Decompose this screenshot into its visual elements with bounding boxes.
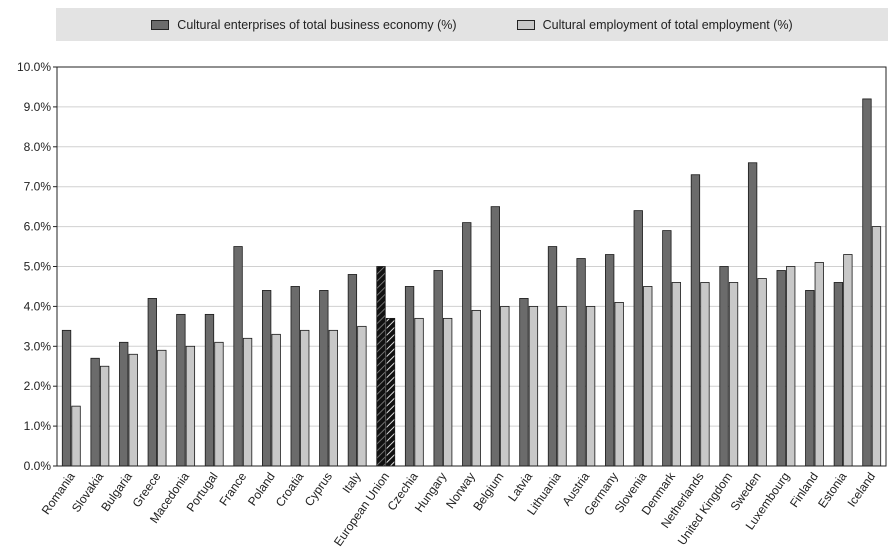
bar-enterprises-slovenia bbox=[633, 210, 643, 467]
plot-frame bbox=[56, 66, 887, 467]
bar-employment-france bbox=[242, 337, 253, 467]
x-tick-label: European Union bbox=[331, 470, 392, 549]
bar-enterprises-greece bbox=[147, 298, 157, 467]
bar-employment-czechia bbox=[414, 317, 424, 467]
bar-enterprises-estonia bbox=[833, 282, 844, 467]
y-tick-label: 10.0% bbox=[17, 60, 51, 74]
bar-employment-sweden bbox=[757, 278, 767, 467]
bar-employment-luxembourg bbox=[786, 266, 796, 467]
y-tick-label: 8.0% bbox=[24, 140, 52, 154]
legend-label-enterprises: Cultural enterprises of total business e… bbox=[177, 17, 457, 32]
bar-employment-austria bbox=[585, 305, 596, 467]
bars bbox=[61, 98, 882, 467]
bar-enterprises-germany bbox=[605, 254, 615, 467]
bar-enterprises-bulgaria bbox=[119, 341, 129, 467]
bar-enterprises-norway bbox=[462, 222, 472, 467]
y-tick-label: 0.0% bbox=[24, 459, 52, 473]
bar-employment-cyprus bbox=[328, 329, 338, 467]
bar-enterprises-lithuania bbox=[547, 246, 558, 467]
bar-employment-slovakia bbox=[99, 365, 110, 467]
legend: Cultural enterprises of total business e… bbox=[56, 8, 888, 41]
bar-employment-norway bbox=[471, 309, 481, 467]
x-tick-label: Cyprus bbox=[302, 470, 335, 509]
legend-swatch-employment bbox=[516, 19, 535, 30]
y-tick-label: 7.0% bbox=[24, 180, 52, 194]
bar-enterprises-romania bbox=[61, 329, 72, 467]
bar-enterprises-latvia bbox=[519, 298, 529, 467]
bar-employment-belgium bbox=[500, 305, 510, 467]
legend-swatch-enterprises bbox=[151, 19, 170, 30]
bar-enterprises-denmark bbox=[662, 230, 672, 467]
bar-enterprises-italy bbox=[347, 274, 358, 467]
bar-employment-lithuania bbox=[557, 305, 567, 467]
bar-employment-finland bbox=[814, 262, 824, 467]
bar-employment-macedonia bbox=[185, 345, 196, 467]
bar-employment-greece bbox=[157, 349, 167, 467]
y-tick-label: 2.0% bbox=[24, 379, 52, 393]
bar-employment-bulgaria bbox=[128, 353, 138, 467]
bar-employment-slovenia bbox=[643, 286, 653, 467]
bar-enterprises-macedonia bbox=[176, 313, 186, 467]
bar-enterprises-france bbox=[233, 246, 243, 467]
x-tick-labels: RomaniaSlovakiaBulgariaGreeceMacedoniaPo… bbox=[39, 469, 878, 549]
x-tick-label: Italy bbox=[340, 470, 364, 496]
y-tick-label: 9.0% bbox=[24, 100, 52, 114]
bar-enterprises-iceland bbox=[862, 98, 872, 467]
bar-employment-european-union bbox=[385, 317, 396, 467]
legend-item-employment: Cultural employment of total employment … bbox=[516, 17, 793, 32]
bar-enterprises-netherlands bbox=[690, 174, 701, 467]
bar-enterprises-poland bbox=[261, 290, 272, 467]
bar-employment-croatia bbox=[300, 329, 310, 467]
bar-enterprises-slovakia bbox=[90, 357, 100, 467]
bar-enterprises-finland bbox=[805, 290, 815, 467]
bar-employment-germany bbox=[614, 302, 624, 467]
bar-enterprises-luxembourg bbox=[776, 270, 786, 467]
bar-employment-iceland bbox=[871, 226, 882, 467]
y-tick-label: 4.0% bbox=[24, 299, 52, 313]
bar-enterprises-hungary bbox=[433, 270, 443, 467]
bar-employment-italy bbox=[357, 325, 367, 467]
bar-enterprises-austria bbox=[576, 258, 586, 467]
legend-item-enterprises: Cultural enterprises of total business e… bbox=[151, 17, 457, 32]
y-tick-label: 5.0% bbox=[24, 260, 52, 274]
y-tick-label: 1.0% bbox=[24, 419, 52, 433]
bar-employment-united-kingdom bbox=[728, 282, 739, 467]
x-tick-label: Croatia bbox=[273, 469, 307, 509]
bar-employment-estonia bbox=[843, 254, 853, 467]
bar-employment-latvia bbox=[528, 305, 539, 467]
y-tick-labels: 0.0% 1.0% 2.0% 3.0% 4.0% 5.0% 6.0% 7.0% 8.0% 9.0%… bbox=[17, 60, 51, 473]
bar-employment-portugal bbox=[214, 341, 224, 467]
bar-employment-romania bbox=[71, 405, 81, 467]
gridlines bbox=[57, 66, 886, 427]
bar-employment-hungary bbox=[443, 317, 453, 467]
bar-enterprises-portugal bbox=[204, 313, 215, 467]
bar-enterprises-croatia bbox=[290, 286, 300, 467]
bar-employment-denmark bbox=[671, 282, 682, 467]
bar-enterprises-cyprus bbox=[319, 290, 329, 467]
bar-enterprises-belgium bbox=[490, 206, 500, 467]
bar-employment-poland bbox=[271, 333, 281, 467]
x-tick-label: Iceland bbox=[844, 470, 878, 510]
bar-enterprises-sweden bbox=[747, 162, 758, 467]
bar-enterprises-czechia bbox=[404, 286, 415, 467]
legend-label-employment: Cultural employment of total employment … bbox=[542, 17, 793, 32]
bar-employment-netherlands bbox=[700, 282, 710, 467]
bar-enterprises-united-kingdom bbox=[719, 266, 729, 467]
y-tick-label: 3.0% bbox=[24, 339, 52, 353]
bar-enterprises-european-union bbox=[376, 266, 386, 467]
axes bbox=[53, 66, 887, 467]
x-tick-label: France bbox=[216, 469, 249, 508]
x-tick-label: Estonia bbox=[815, 469, 850, 510]
y-tick-label: 6.0% bbox=[24, 220, 52, 234]
